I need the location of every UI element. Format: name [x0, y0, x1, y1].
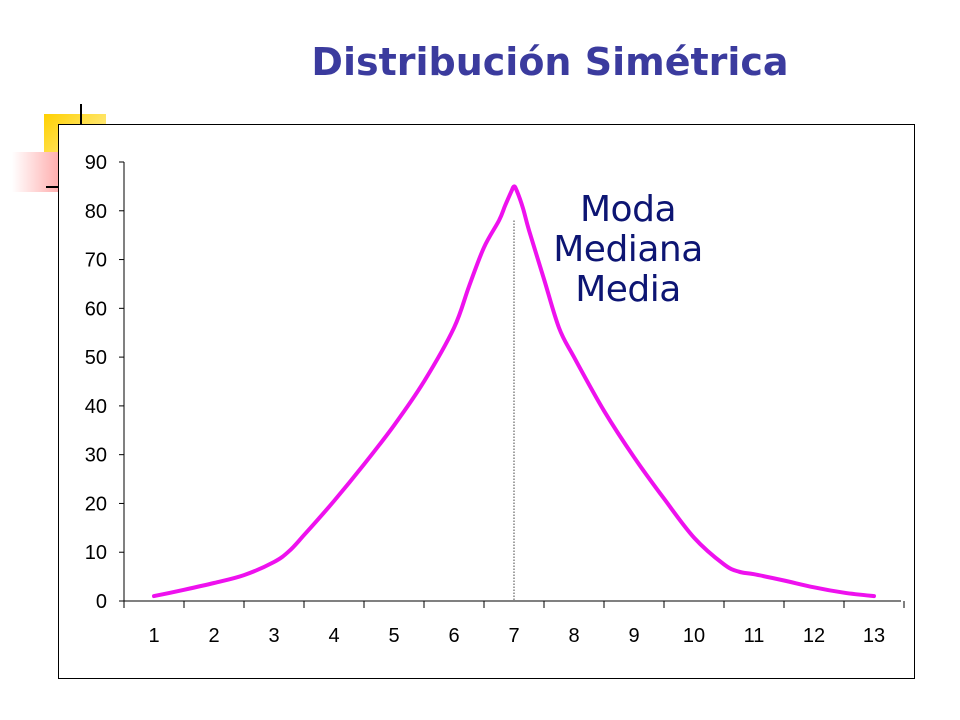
x-tick-label: 1 [148, 625, 159, 647]
y-tick-label: 30 [85, 445, 107, 467]
annotation-moda: Moda [580, 189, 677, 230]
annotation-mediana: Mediana [553, 229, 703, 270]
y-tick-label: 70 [85, 250, 107, 272]
x-tick-label: 11 [744, 625, 765, 647]
mode-median-mean-annotation: Moda Mediana Media [512, 190, 744, 310]
x-tick-label: 2 [208, 625, 219, 647]
y-tick-label: 40 [85, 396, 107, 418]
x-tick-label: 10 [683, 625, 705, 647]
x-tick-label: 7 [508, 625, 519, 647]
y-tick-label: 50 [85, 347, 107, 369]
x-tick-label: 9 [628, 625, 639, 647]
decor-horizontal-line [46, 186, 60, 188]
y-tick-label: 20 [85, 493, 107, 515]
y-tick-label: 10 [85, 542, 107, 564]
x-tick-label: 3 [268, 625, 279, 647]
y-tick-label: 0 [96, 591, 107, 613]
y-tick-label: 60 [85, 298, 107, 320]
x-tick-label: 12 [803, 625, 825, 647]
chart-frame: 0 10 20 30 40 50 60 70 80 90 1 2 3 4 5 6 7 8 9 10 11 12 13 [58, 124, 915, 679]
y-tick-label: 90 [85, 152, 107, 174]
decor-vertical-line [80, 104, 82, 126]
y-tick-label: 80 [85, 201, 107, 223]
x-tick-label: 8 [568, 625, 579, 647]
page-title: Distribución Simétrica [311, 40, 789, 84]
x-tick-label: 5 [388, 625, 399, 647]
annotation-media: Media [575, 269, 681, 310]
x-tick-label: 13 [863, 625, 885, 647]
x-tick-label: 6 [448, 625, 459, 647]
x-tick-label: 4 [328, 625, 339, 647]
distribution-curve [152, 184, 876, 599]
